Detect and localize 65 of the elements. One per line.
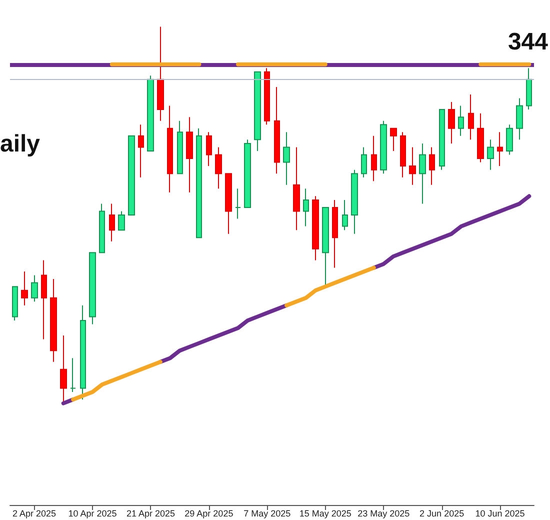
candlestick bbox=[400, 132, 406, 178]
x-tick-label: 15 May 2025 bbox=[299, 508, 352, 518]
candlestick bbox=[283, 132, 290, 186]
candlestick bbox=[109, 203, 115, 242]
candlestick bbox=[80, 304, 86, 400]
candlestick bbox=[322, 206, 329, 288]
candlestick bbox=[409, 146, 416, 186]
candlestick bbox=[128, 135, 135, 216]
candlestick bbox=[361, 146, 367, 178]
candlestick bbox=[12, 286, 18, 321]
candlestick bbox=[332, 199, 338, 268]
candlestick bbox=[31, 274, 38, 302]
candlestick bbox=[41, 260, 47, 340]
annotation: aily bbox=[0, 130, 41, 158]
candlestick bbox=[60, 335, 67, 404]
candlestick bbox=[477, 112, 484, 163]
candlestick bbox=[89, 252, 96, 325]
candlestick bbox=[429, 146, 435, 186]
candlestick bbox=[419, 142, 426, 204]
x-tick-label: 7 May 2025 bbox=[244, 508, 291, 518]
candlestick bbox=[177, 120, 183, 174]
candlestick bbox=[380, 120, 387, 174]
candlestick bbox=[312, 196, 319, 261]
x-tick-label: 2 Jun 2025 bbox=[420, 508, 464, 518]
candlestick bbox=[244, 139, 251, 208]
annotation: 344 bbox=[508, 28, 549, 56]
candlestick bbox=[118, 210, 125, 231]
candlestick bbox=[458, 105, 464, 136]
candlestick bbox=[526, 68, 532, 110]
candlestick bbox=[186, 116, 193, 193]
candlestick bbox=[99, 203, 105, 254]
candlestick bbox=[448, 102, 455, 144]
x-tick-label: 10 Jun 2025 bbox=[475, 508, 525, 518]
candlestick bbox=[293, 146, 300, 231]
candlestick bbox=[468, 94, 474, 140]
candlestick bbox=[70, 358, 76, 393]
candlestick bbox=[506, 124, 513, 156]
candlestick bbox=[147, 75, 154, 152]
x-tick-label: 21 Apr 2025 bbox=[126, 508, 175, 518]
candlestick bbox=[390, 128, 397, 152]
candlestick bbox=[439, 109, 445, 170]
x-tick-label: 2 Apr 2025 bbox=[12, 508, 56, 518]
candlestick bbox=[371, 135, 377, 182]
candlestick bbox=[50, 278, 57, 362]
candlestick bbox=[516, 98, 523, 140]
candlestick bbox=[264, 68, 270, 126]
candlestick bbox=[206, 132, 212, 167]
candlestick bbox=[342, 199, 348, 231]
candlestick bbox=[21, 271, 28, 306]
candlestick bbox=[254, 71, 261, 152]
candlestick bbox=[497, 132, 503, 167]
candlestick bbox=[235, 188, 241, 220]
x-tick-label: 10 Apr 2025 bbox=[68, 508, 117, 518]
candlestick bbox=[225, 173, 232, 234]
candlestick bbox=[215, 146, 222, 190]
candlestick bbox=[487, 139, 494, 170]
candlestick bbox=[157, 26, 164, 122]
candlestick bbox=[351, 169, 358, 234]
x-tick-label: 29 Apr 2025 bbox=[184, 508, 234, 518]
candlestick bbox=[138, 124, 144, 178]
candlestick bbox=[274, 86, 280, 174]
candlestick bbox=[303, 188, 309, 227]
candlestick bbox=[196, 128, 202, 238]
candlestick bbox=[167, 105, 173, 193]
x-tick-label: 23 May 2025 bbox=[358, 508, 410, 518]
